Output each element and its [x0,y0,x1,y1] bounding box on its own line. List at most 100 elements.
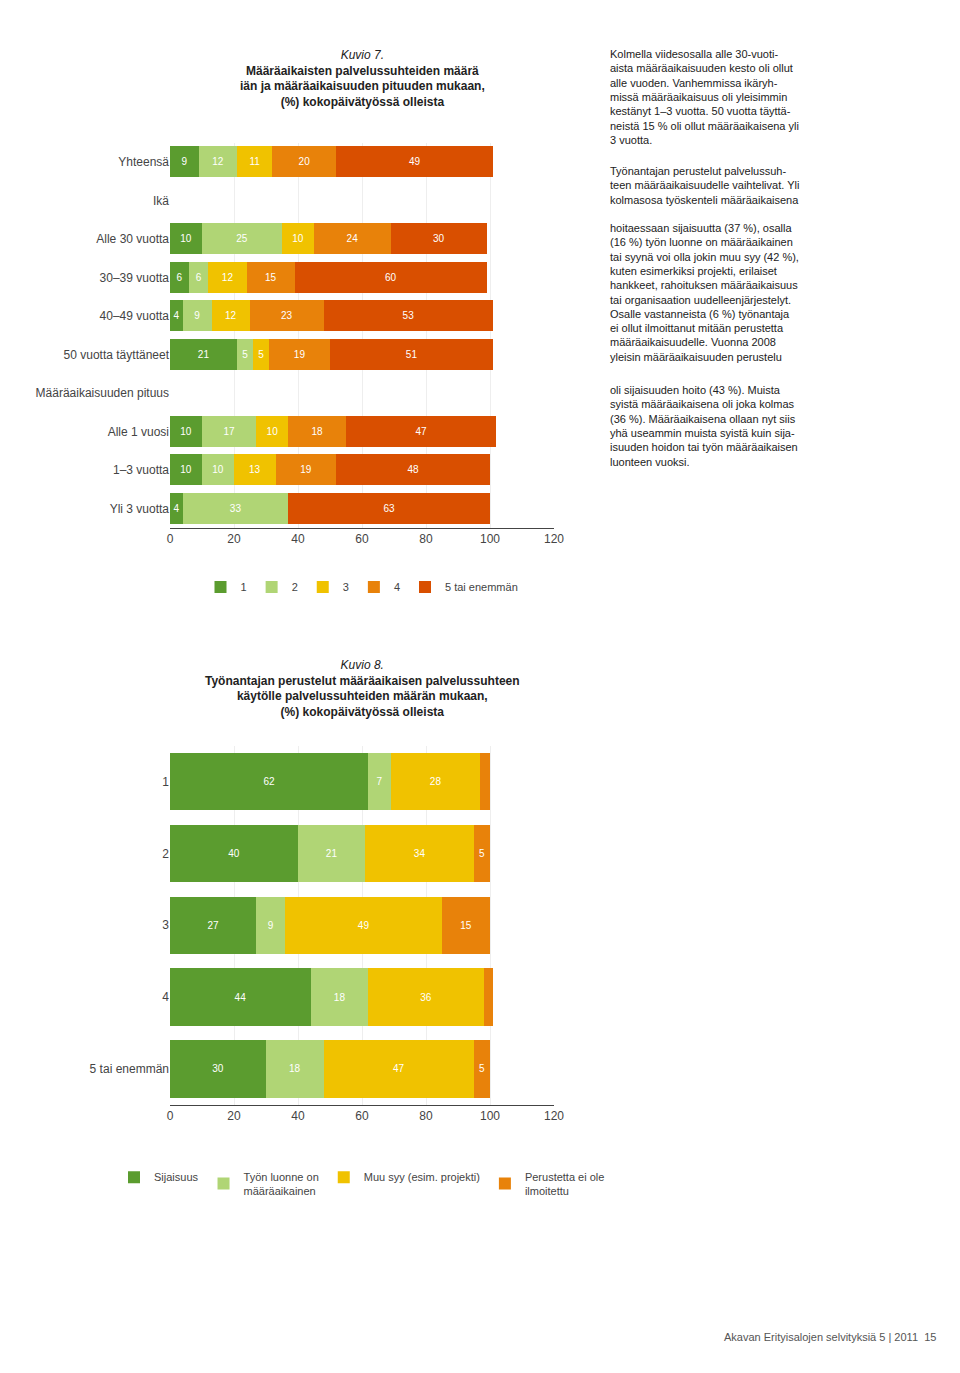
svg-text:17: 17 [223,426,235,437]
svg-text:1–3 vuotta: 1–3 vuotta [113,463,169,477]
svg-text:9: 9 [268,920,274,931]
svg-text:4: 4 [394,581,400,593]
svg-text:0: 0 [167,1109,174,1123]
svg-text:20: 20 [227,1109,241,1123]
svg-text:hoitaessaan sijaisuutta (37 %): hoitaessaan sijaisuutta (37 %), osalla(1… [610,222,799,363]
svg-text:25: 25 [236,233,248,244]
svg-text:23: 23 [281,310,293,321]
svg-text:51: 51 [406,349,418,360]
svg-text:50 vuotta täyttäneet: 50 vuotta täyttäneet [64,348,170,362]
svg-text:44: 44 [235,992,247,1003]
svg-text:30: 30 [212,1063,224,1074]
svg-text:12: 12 [225,310,237,321]
svg-text:10: 10 [267,426,279,437]
svg-text:4: 4 [162,990,169,1004]
svg-text:100: 100 [480,1109,500,1123]
svg-text:40: 40 [228,848,240,859]
svg-text:Alle 30 vuotta: Alle 30 vuotta [96,232,169,246]
svg-text:100: 100 [480,532,500,546]
svg-text:10: 10 [180,464,192,475]
svg-text:18: 18 [289,1063,301,1074]
svg-text:3: 3 [343,581,349,593]
svg-text:Työnantajan perustelut palvelu: Työnantajan perustelut palvelussuh-teen … [610,165,799,206]
svg-text:3: 3 [162,918,169,932]
svg-text:5: 5 [242,349,248,360]
svg-text:28: 28 [430,776,442,787]
svg-text:Akavan Erityisalojen selvityks: Akavan Erityisalojen selvityksiä 5 | 201… [724,1331,936,1343]
svg-text:5 tai enemmän: 5 tai enemmän [90,1062,169,1076]
svg-text:19: 19 [300,464,312,475]
svg-text:62: 62 [263,776,275,787]
svg-text:oli sijaisuuden hoito (43 %).: oli sijaisuuden hoito (43 %). Muistasyis… [610,384,798,468]
svg-text:10: 10 [212,464,224,475]
svg-text:20: 20 [227,532,241,546]
svg-text:5: 5 [258,349,264,360]
svg-text:24: 24 [347,233,359,244]
svg-text:63: 63 [383,503,395,514]
svg-text:12: 12 [222,272,234,283]
svg-text:2: 2 [162,847,169,861]
svg-text:33: 33 [230,503,242,514]
svg-text:120: 120 [544,1109,564,1123]
svg-text:60: 60 [385,272,397,283]
svg-text:4: 4 [173,503,179,514]
svg-text:Sijaisuus: Sijaisuus [154,1171,199,1183]
svg-text:5: 5 [479,848,485,859]
svg-text:13: 13 [249,464,261,475]
svg-text:18: 18 [311,426,323,437]
svg-text:18: 18 [334,992,346,1003]
svg-text:80: 80 [419,532,433,546]
svg-text:30: 30 [433,233,445,244]
svg-text:2: 2 [292,581,298,593]
svg-text:27: 27 [207,920,219,931]
svg-text:40: 40 [291,1109,305,1123]
svg-text:10: 10 [180,233,192,244]
svg-text:4: 4 [173,310,179,321]
svg-text:Kuvio 8.Työnantajan perustelut: Kuvio 8.Työnantajan perustelut määräaika… [205,658,520,719]
svg-text:21: 21 [198,349,210,360]
svg-text:80: 80 [419,1109,433,1123]
svg-text:47: 47 [415,426,427,437]
svg-text:12: 12 [212,156,224,167]
svg-text:60: 60 [355,1109,369,1123]
svg-text:Yli 3 vuotta: Yli 3 vuotta [110,502,170,516]
svg-text:9: 9 [194,310,200,321]
svg-text:10: 10 [180,426,192,437]
svg-text:10: 10 [292,233,304,244]
svg-text:20: 20 [299,156,311,167]
svg-text:15: 15 [265,272,277,283]
svg-text:30–39 vuotta: 30–39 vuotta [100,271,170,285]
svg-text:7: 7 [377,776,383,787]
svg-text:49: 49 [358,920,370,931]
svg-text:Muu syy (esim. projekti): Muu syy (esim. projekti) [364,1171,480,1183]
svg-text:6: 6 [177,272,183,283]
svg-text:11: 11 [249,156,260,167]
svg-text:Kuvio 7.Määräaikaisten palvelu: Kuvio 7.Määräaikaisten palvelussuhteiden… [240,48,485,109]
svg-text:60: 60 [355,532,369,546]
svg-text:Perustetta ei oleilmoitettu: Perustetta ei oleilmoitettu [525,1171,605,1197]
svg-text:15: 15 [460,920,472,931]
svg-text:6: 6 [196,272,202,283]
svg-text:Kolmella viidesosalla alle 30-: Kolmella viidesosalla alle 30-vuoti-aist… [610,48,799,146]
svg-text:1: 1 [241,581,247,593]
svg-text:21: 21 [326,848,338,859]
svg-text:49: 49 [409,156,421,167]
svg-text:34: 34 [414,848,426,859]
svg-text:9: 9 [181,156,187,167]
svg-text:5 tai enemmän: 5 tai enemmän [445,581,518,593]
svg-text:0: 0 [167,532,174,546]
svg-text:47: 47 [393,1063,405,1074]
svg-text:Alle 1 vuosi: Alle 1 vuosi [108,425,169,439]
svg-text:48: 48 [407,464,419,475]
svg-text:Määräaikaisuuden pituus: Määräaikaisuuden pituus [36,386,169,400]
svg-text:53: 53 [403,310,415,321]
svg-text:5: 5 [479,1063,485,1074]
svg-text:40–49 vuotta: 40–49 vuotta [100,309,170,323]
svg-text:40: 40 [291,532,305,546]
svg-text:Yhteensä: Yhteensä [118,155,169,169]
svg-text:36: 36 [420,992,432,1003]
svg-text:1: 1 [162,775,169,789]
svg-text:19: 19 [294,349,306,360]
svg-text:Työn luonne onmääräaikainen: Työn luonne onmääräaikainen [244,1171,319,1197]
svg-text:Ikä: Ikä [153,194,169,208]
